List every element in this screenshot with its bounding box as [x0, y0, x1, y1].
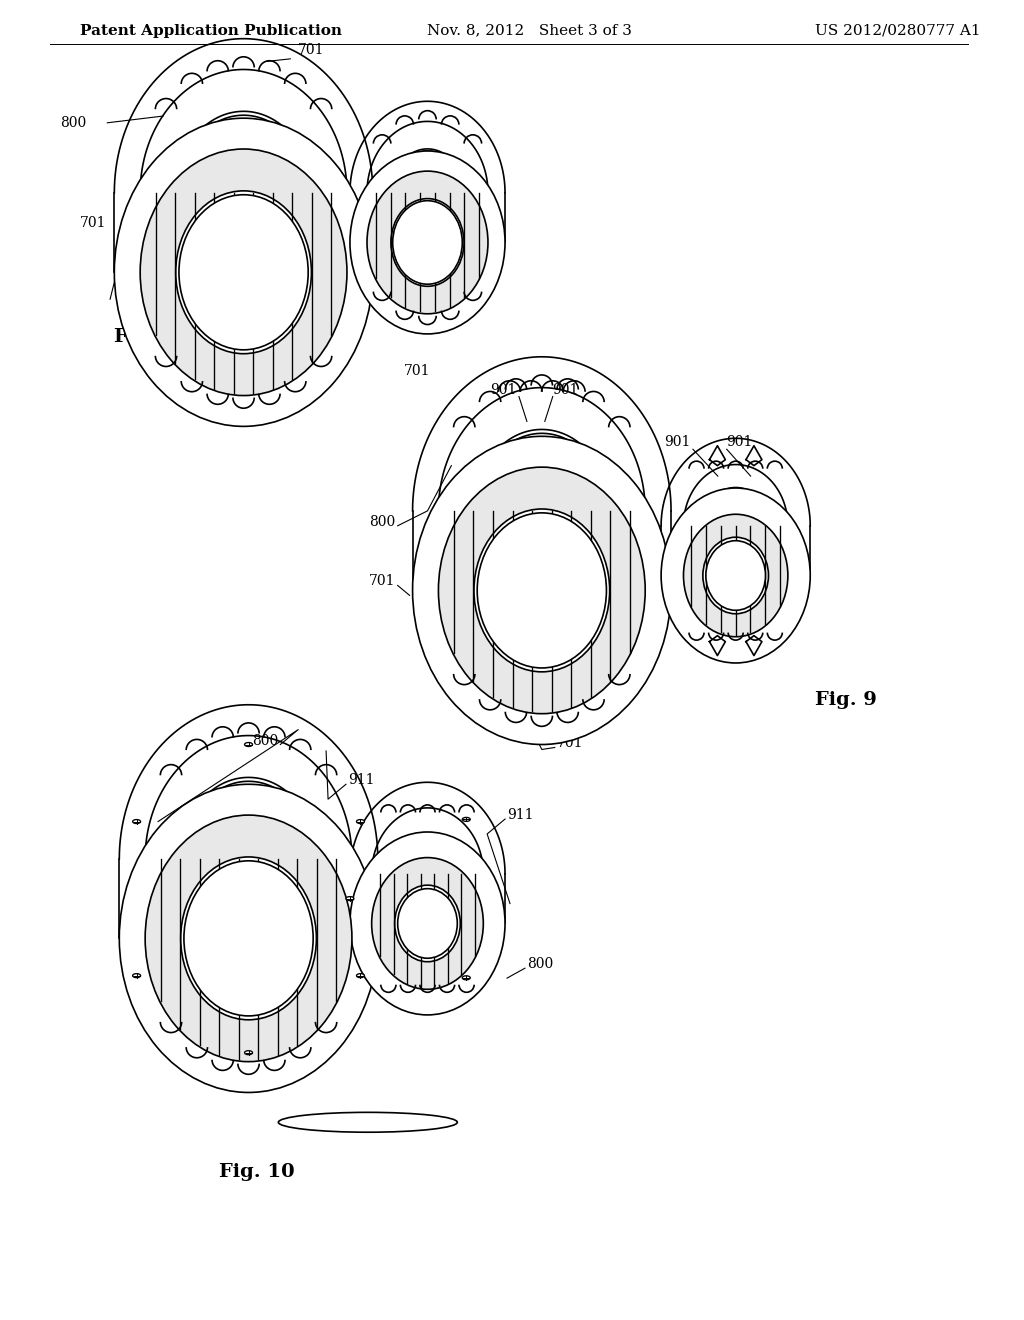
Text: 901: 901 — [552, 383, 579, 396]
Text: 800: 800 — [252, 734, 279, 747]
Ellipse shape — [140, 149, 347, 396]
Ellipse shape — [115, 119, 373, 426]
Ellipse shape — [350, 832, 505, 1015]
Ellipse shape — [413, 437, 671, 744]
Ellipse shape — [145, 814, 352, 1061]
Ellipse shape — [391, 198, 464, 286]
Text: 701: 701 — [557, 737, 584, 751]
Text: 701: 701 — [80, 215, 106, 230]
Ellipse shape — [372, 858, 483, 989]
Ellipse shape — [279, 1113, 458, 1133]
Text: 901: 901 — [490, 383, 517, 396]
Ellipse shape — [245, 743, 253, 747]
Text: Patent Application Publication: Patent Application Publication — [80, 24, 342, 38]
Text: 701: 701 — [370, 574, 395, 589]
Text: Nov. 8, 2012   Sheet 3 of 3: Nov. 8, 2012 Sheet 3 of 3 — [427, 24, 633, 38]
Ellipse shape — [706, 541, 766, 610]
Text: 911: 911 — [507, 808, 534, 822]
Text: 911: 911 — [348, 774, 375, 787]
Text: 701: 701 — [298, 42, 325, 57]
Ellipse shape — [702, 537, 768, 614]
Text: Fig. 10: Fig. 10 — [219, 1163, 294, 1181]
Text: 800: 800 — [527, 957, 553, 972]
Ellipse shape — [474, 510, 609, 672]
Ellipse shape — [394, 886, 461, 962]
Ellipse shape — [133, 820, 140, 824]
Text: 701: 701 — [404, 364, 431, 378]
Text: 800: 800 — [370, 515, 395, 529]
Ellipse shape — [397, 888, 458, 958]
Ellipse shape — [662, 488, 810, 663]
Ellipse shape — [346, 896, 354, 900]
Ellipse shape — [176, 191, 311, 354]
Text: Fig. 9: Fig. 9 — [815, 690, 878, 709]
Ellipse shape — [245, 1051, 253, 1055]
Ellipse shape — [120, 784, 378, 1093]
Ellipse shape — [683, 515, 787, 636]
Text: Fig. 8: Fig. 8 — [115, 327, 176, 346]
Ellipse shape — [356, 974, 365, 978]
Ellipse shape — [462, 817, 470, 821]
Ellipse shape — [367, 172, 488, 314]
Ellipse shape — [392, 201, 462, 284]
Ellipse shape — [477, 513, 606, 668]
Text: 901: 901 — [665, 436, 691, 449]
Text: 800: 800 — [59, 116, 86, 131]
Ellipse shape — [356, 820, 365, 824]
Ellipse shape — [180, 857, 316, 1020]
Ellipse shape — [438, 467, 645, 714]
Ellipse shape — [133, 974, 140, 978]
Ellipse shape — [179, 195, 308, 350]
Text: 901: 901 — [726, 436, 752, 449]
Text: US 2012/0280777 A1: US 2012/0280777 A1 — [815, 24, 981, 38]
Ellipse shape — [462, 975, 470, 979]
Ellipse shape — [184, 861, 313, 1016]
Ellipse shape — [350, 150, 505, 334]
